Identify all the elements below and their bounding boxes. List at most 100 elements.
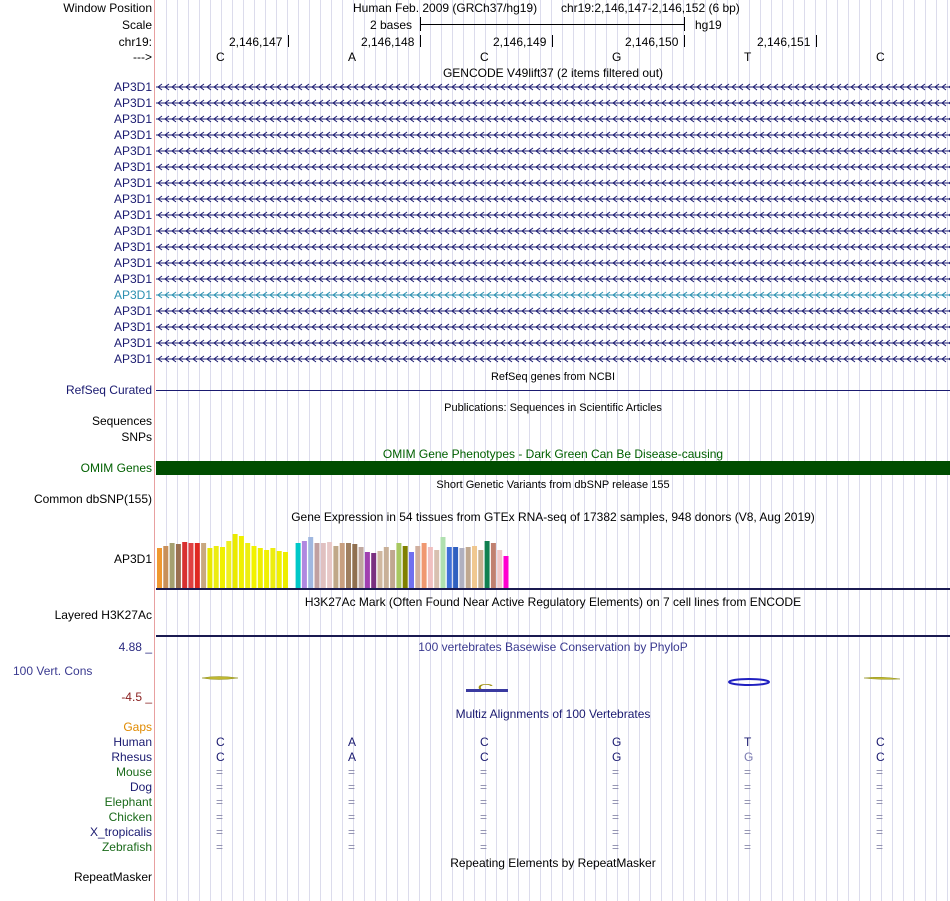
gencode-gene-label[interactable]: AP3D1 (113, 256, 152, 270)
gtex-tissue-bar[interactable] (188, 543, 194, 588)
gtex-tissue-bar[interactable] (364, 552, 370, 588)
gtex-tissue-bar[interactable] (245, 543, 251, 588)
refseq-track-title[interactable]: RefSeq genes from NCBI (490, 371, 616, 383)
gtex-tissue-bar[interactable] (503, 556, 509, 588)
publications-track-title[interactable]: Publications: Sequences in Scientific Ar… (444, 402, 662, 414)
gtex-tissue-bar[interactable] (497, 550, 503, 588)
gtex-tissue-bar[interactable] (440, 537, 446, 588)
gencode-transcript-line[interactable] (156, 115, 950, 124)
multiz-species-label[interactable]: Chicken (108, 810, 152, 824)
gencode-gene-label[interactable]: AP3D1 (113, 224, 152, 238)
dbsnp-track-title[interactable]: Short Genetic Variants from dbSNP releas… (436, 479, 670, 491)
gtex-tissue-bar[interactable] (371, 553, 377, 588)
gencode-gene-label[interactable]: AP3D1 (113, 192, 152, 206)
gencode-transcript-line[interactable] (156, 163, 950, 172)
publications-label-snps[interactable]: SNPs (121, 430, 152, 444)
gtex-tissue-bar[interactable] (251, 546, 257, 588)
gtex-tissue-bar[interactable] (238, 536, 244, 588)
multiz-species-label[interactable]: X_tropicalis (89, 825, 152, 839)
gtex-tissue-bar[interactable] (446, 547, 452, 588)
gencode-gene-label[interactable]: AP3D1 (113, 96, 152, 110)
gtex-tissue-bar[interactable] (157, 548, 162, 588)
gtex-tissue-bar[interactable] (409, 552, 414, 588)
gencode-transcript-line[interactable] (156, 307, 950, 316)
phylop-track-title[interactable]: 100 vertebrates Basewise Conservation by… (418, 640, 688, 654)
gencode-transcript-line[interactable] (156, 275, 950, 284)
gtex-tissue-bar[interactable] (383, 547, 389, 588)
gtex-expression-bars[interactable] (156, 524, 536, 588)
gtex-tissue-bar[interactable] (333, 546, 339, 588)
gtex-tissue-bar[interactable] (465, 547, 471, 588)
phylop-track-label[interactable]: 100 Vert. Cons (13, 664, 93, 678)
gencode-transcript-line[interactable] (156, 291, 950, 300)
gtex-tissue-bar[interactable] (295, 543, 301, 588)
multiz-species-label[interactable]: Zebrafish (101, 840, 152, 854)
multiz-species-label[interactable]: Rhesus (111, 750, 152, 764)
gtex-tissue-bar[interactable] (390, 550, 396, 588)
gtex-track-title[interactable]: Gene Expression in 54 tissues from GTEx … (291, 510, 815, 524)
h3k27ac-track-title[interactable]: H3K27Ac Mark (Often Found Near Active Re… (304, 595, 802, 609)
gtex-tissue-bar[interactable] (226, 541, 232, 588)
gtex-tissue-bar[interactable] (194, 543, 200, 588)
gencode-gene-label[interactable]: AP3D1 (113, 144, 152, 158)
gtex-tissue-bar[interactable] (358, 547, 364, 588)
gencode-gene-label[interactable]: AP3D1 (113, 240, 152, 254)
gtex-tissue-bar[interactable] (478, 550, 484, 588)
gtex-tissue-bar[interactable] (308, 537, 314, 588)
publications-label-sequences[interactable]: Sequences (91, 414, 152, 428)
repeatmasker-track-label[interactable]: RepeatMasker (73, 870, 152, 884)
dbsnp-track-label[interactable]: Common dbSNP(155) (33, 492, 152, 506)
gencode-transcript-line[interactable] (156, 147, 950, 156)
gtex-tissue-bar[interactable] (320, 543, 326, 588)
gtex-tissue-bar[interactable] (283, 552, 288, 588)
gencode-gene-label[interactable]: AP3D1 (113, 80, 152, 94)
gtex-tissue-bar[interactable] (434, 550, 440, 588)
gencode-gene-label[interactable]: AP3D1 (113, 304, 152, 318)
gtex-tissue-bar[interactable] (484, 541, 490, 588)
gtex-tissue-bar[interactable] (175, 544, 181, 588)
omim-track-label[interactable]: OMIM Genes (80, 461, 152, 475)
gtex-tissue-bar[interactable] (346, 543, 351, 588)
gtex-tissue-bar[interactable] (421, 543, 427, 588)
gtex-tissue-bar[interactable] (270, 548, 276, 588)
omim-track-title[interactable]: OMIM Gene Phenotypes - Dark Green Can Be… (382, 447, 724, 461)
gencode-gene-label[interactable]: AP3D1 (113, 128, 152, 142)
gtex-tissue-bar[interactable] (427, 547, 433, 588)
omim-gene-bar[interactable] (156, 461, 950, 475)
gencode-transcript-line[interactable] (156, 211, 950, 220)
gencode-transcript-line[interactable] (156, 339, 950, 348)
multiz-track-title[interactable]: Multiz Alignments of 100 Vertebrates (455, 707, 651, 721)
gencode-gene-label[interactable]: AP3D1 (113, 352, 152, 366)
gtex-tissue-bar[interactable] (402, 546, 408, 588)
gtex-tissue-bar[interactable] (352, 544, 358, 588)
gtex-tissue-bar[interactable] (327, 542, 333, 588)
h3k27ac-track-label[interactable]: Layered H3K27Ac (54, 608, 152, 622)
gtex-tissue-bar[interactable] (453, 547, 459, 588)
gencode-gene-label[interactable]: AP3D1 (113, 320, 152, 334)
gtex-tissue-bar[interactable] (257, 548, 263, 588)
gencode-gene-label[interactable]: AP3D1 (113, 336, 152, 350)
gencode-transcript-line[interactable] (156, 83, 950, 92)
gtex-tissue-bar[interactable] (163, 546, 169, 588)
gencode-transcript-line[interactable] (156, 195, 950, 204)
gencode-transcript-line[interactable] (156, 99, 950, 108)
multiz-species-label[interactable]: Human (113, 735, 152, 749)
gencode-gene-label[interactable]: AP3D1 (113, 176, 152, 190)
gtex-tissue-bar[interactable] (276, 551, 282, 588)
gencode-transcript-line[interactable] (156, 243, 950, 252)
gtex-tissue-bar[interactable] (301, 541, 307, 588)
gencode-gene-label[interactable]: AP3D1 (113, 208, 152, 222)
gencode-gene-label[interactable]: AP3D1 (113, 288, 152, 302)
gtex-tissue-bar[interactable] (490, 543, 496, 588)
refseq-gene-line[interactable] (156, 390, 950, 391)
gencode-gene-label[interactable]: AP3D1 (113, 112, 152, 126)
gtex-tissue-bar[interactable] (232, 534, 238, 588)
gencode-gene-label[interactable]: AP3D1 (113, 160, 152, 174)
gtex-tissue-bar[interactable] (213, 546, 219, 588)
gtex-tissue-bar[interactable] (182, 542, 188, 588)
multiz-species-label[interactable]: Elephant (104, 795, 152, 809)
gtex-tissue-bar[interactable] (264, 550, 270, 588)
gtex-tissue-bar[interactable] (339, 543, 345, 588)
gencode-transcript-line[interactable] (156, 227, 950, 236)
gencode-track-title[interactable]: GENCODE V49lift37 (2 items filtered out) (442, 66, 664, 80)
